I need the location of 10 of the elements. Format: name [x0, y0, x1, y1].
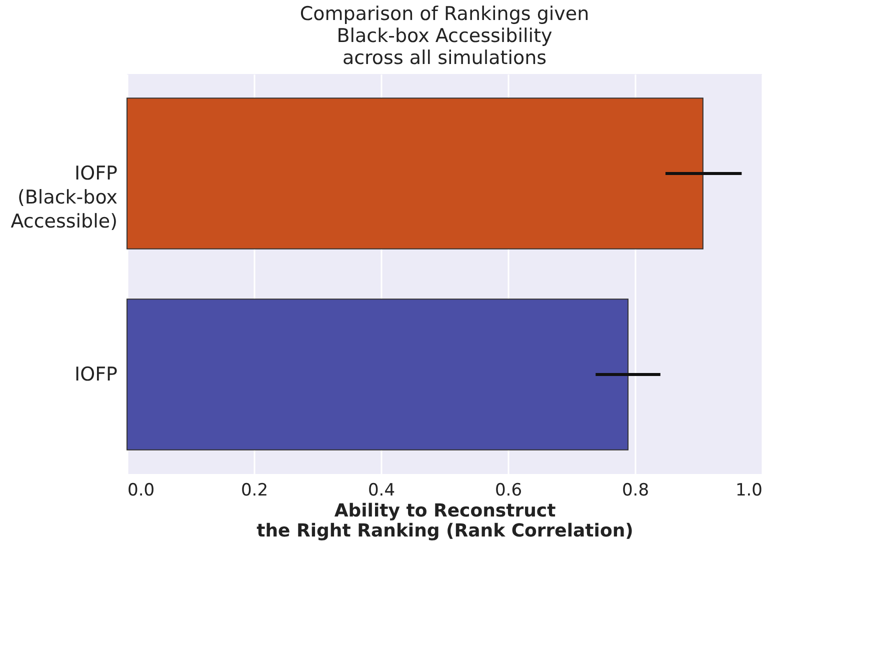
y-tick-label: IOFP (Black-box Accessible) — [10, 162, 118, 232]
x-tick-label: 0.4 — [368, 480, 396, 500]
y-tick-label: IOFP — [74, 364, 118, 386]
x-tick-label: 0.2 — [240, 480, 268, 500]
x-tick-label: 0.0 — [128, 480, 155, 500]
x-tick-label: 0.6 — [494, 480, 522, 500]
x-axis-title: Ability to Reconstruct the Right Ranking (Rank Correlation) — [256, 500, 634, 542]
x-tick-label: 0.8 — [622, 480, 650, 500]
x-tick-label: 1.0 — [735, 480, 762, 500]
chart-title: Comparison of Rankings given Black-box Accessibility across all simulations — [300, 3, 590, 69]
